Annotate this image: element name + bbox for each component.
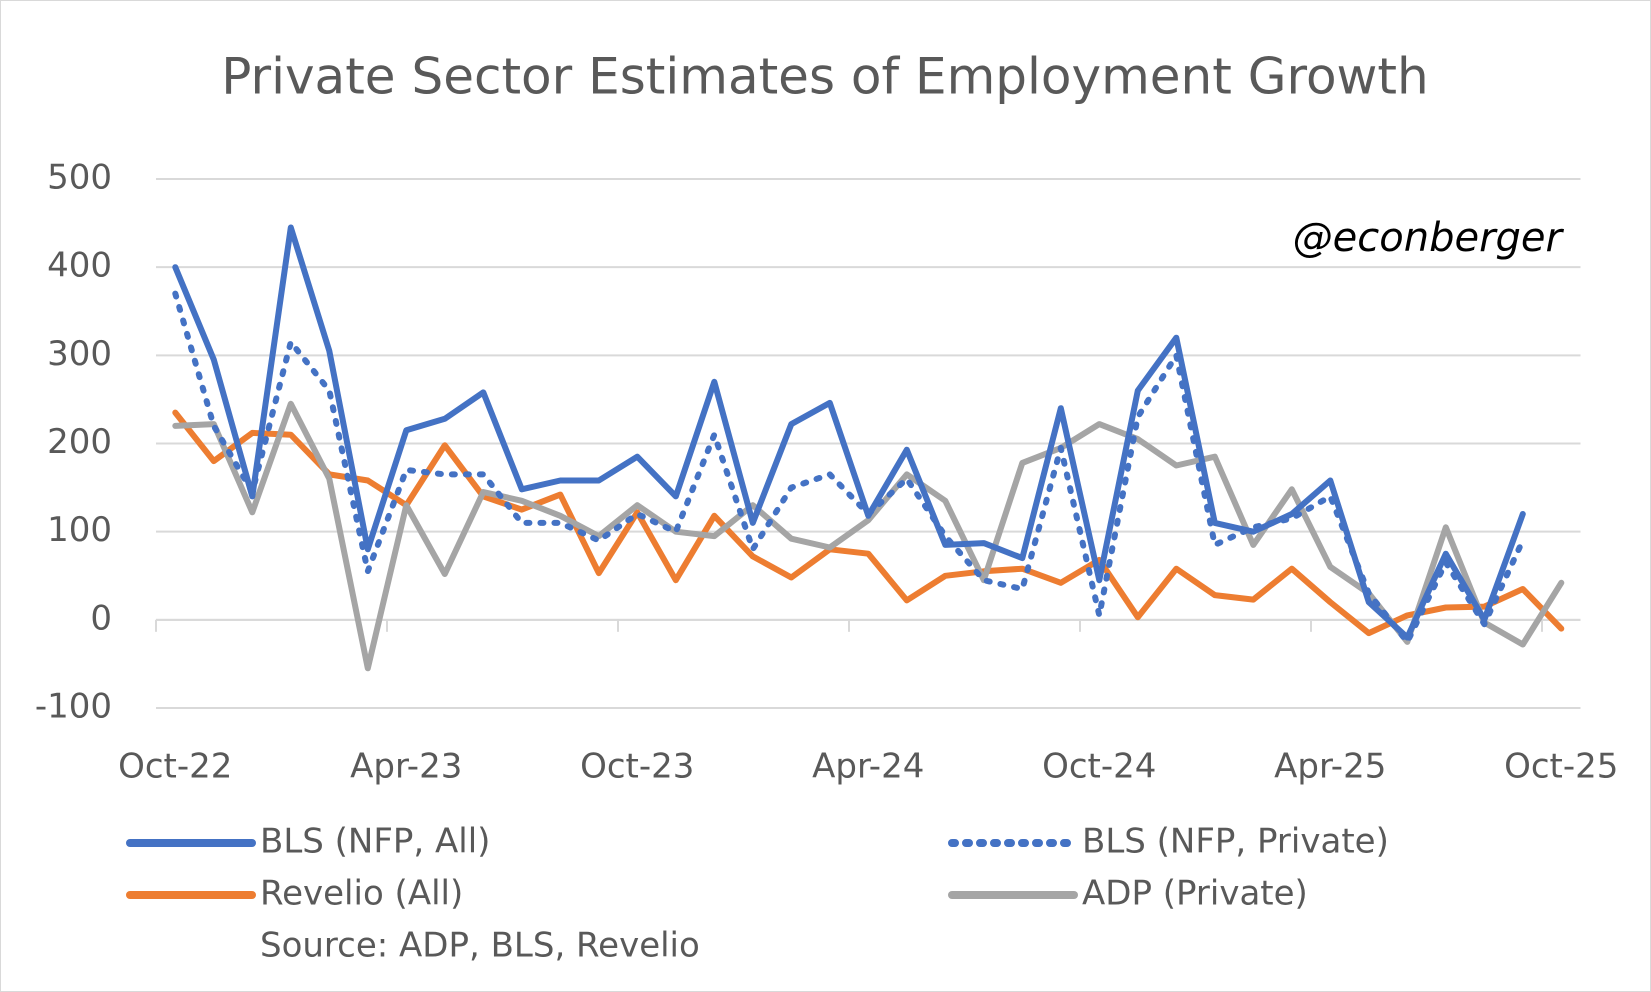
x-tick-label: Oct-23 [580, 747, 694, 787]
y-tick-label: 300 [47, 334, 112, 374]
y-tick-label: 200 [47, 422, 112, 462]
legend-label: Revelio (All) [260, 874, 463, 914]
series-line [172, 224, 1526, 641]
chart-title: Private Sector Estimates of Employment G… [221, 48, 1428, 106]
x-tick-label: Apr-25 [1274, 747, 1386, 787]
y-tick-label: 100 [47, 510, 112, 550]
legend-label: BLS (NFP, All) [260, 822, 490, 862]
series-line [172, 400, 1565, 672]
series-line [172, 290, 1526, 645]
source-note: Source: ADP, BLS, Revelio [260, 926, 700, 966]
legend-label: BLS (NFP, Private) [1082, 822, 1389, 862]
y-tick-label: 500 [47, 158, 112, 198]
y-tick-label: -100 [35, 687, 112, 727]
x-tick-label: Apr-23 [350, 747, 462, 787]
legend-label: ADP (Private) [1082, 874, 1308, 914]
y-tick-label: 0 [90, 598, 112, 638]
x-tick-label: Oct-25 [1504, 747, 1618, 787]
annotation: @econberger [1293, 215, 1565, 261]
y-tick-label: 400 [47, 246, 112, 286]
x-tick-label: Apr-24 [812, 747, 924, 787]
x-tick-label: Oct-22 [118, 747, 232, 787]
x-tick-label: Oct-24 [1042, 747, 1156, 787]
